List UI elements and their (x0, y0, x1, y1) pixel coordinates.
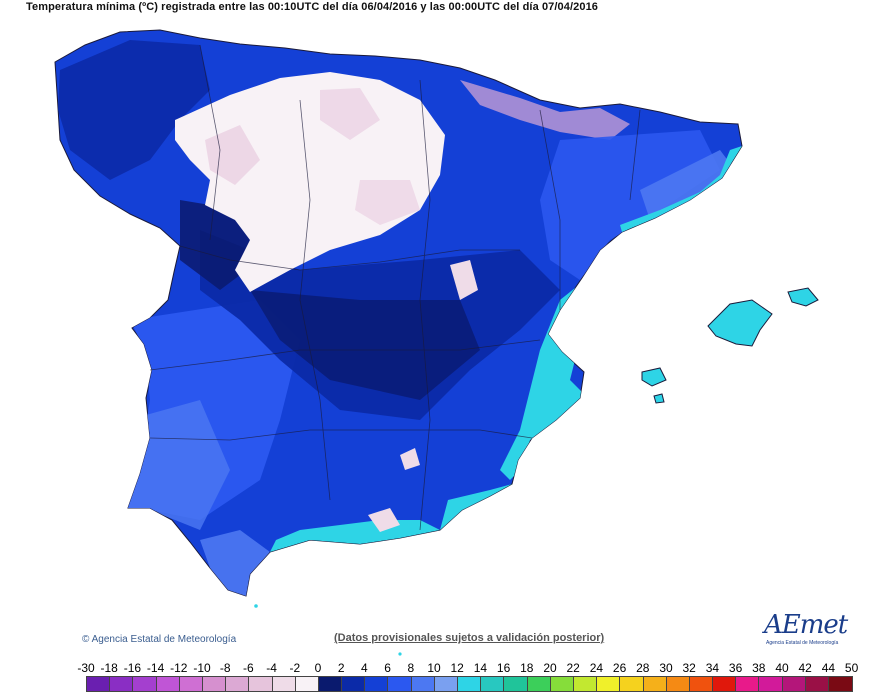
disclaimer-text: (Datos provisionales sujetos a validació… (334, 632, 605, 644)
legend-label: 10 (427, 661, 441, 675)
legend-color-scale (86, 676, 854, 692)
legend-label: 18 (520, 661, 534, 675)
legend-label: 24 (589, 661, 604, 675)
legend-swatch (736, 677, 760, 691)
legend-label: 26 (612, 661, 627, 675)
legend-label: 12 (450, 661, 464, 675)
legend-swatch (666, 677, 690, 691)
legend-swatch (156, 677, 180, 691)
legend-label: 44 (821, 661, 836, 675)
legend-swatch (597, 677, 621, 691)
ceuta-marker (254, 604, 258, 608)
legend-label: 50 (844, 661, 859, 675)
legend-label: -10 (193, 661, 211, 675)
legend-swatch (759, 677, 783, 691)
copyright-notice: © Agencia Estatal de Meteorología (82, 634, 236, 645)
legend-swatch (481, 677, 505, 691)
legend-swatch (226, 677, 250, 691)
legend-label: -6 (243, 661, 254, 675)
legend-swatch (342, 677, 366, 691)
legend-swatch (620, 677, 644, 691)
legend-swatch (782, 677, 806, 691)
legend-swatch (550, 677, 574, 691)
legend-label: 2 (337, 661, 345, 675)
legend-swatch (249, 677, 273, 691)
legend-label: 0 (314, 661, 322, 675)
legend-label: -30 (77, 661, 95, 675)
legend-label: 32 (682, 661, 696, 675)
legend-label: 28 (636, 661, 650, 675)
legend-label: 36 (728, 661, 743, 675)
legend-label: -2 (289, 661, 301, 675)
alboran-islet (398, 652, 402, 656)
legend-swatch (202, 677, 227, 691)
legend-swatch (527, 677, 551, 691)
legend-label: 42 (798, 661, 812, 675)
legend-label: -12 (170, 661, 188, 675)
aemet-logo: AEmet Agencia Estatal de Meteorología (758, 608, 848, 650)
legend-swatch (87, 677, 111, 691)
legend-swatch (411, 677, 435, 691)
legend-label: 40 (775, 661, 789, 675)
mainland-spain (54, 29, 743, 597)
legend-swatch (272, 677, 296, 691)
legend-swatch (179, 677, 203, 691)
legend-label: 8 (407, 661, 415, 675)
legend-label: 22 (566, 661, 580, 675)
copyright-text: Agencia Estatal de Meteorología (91, 634, 237, 645)
legend-labels: -30 -18 -16 -14 -12 -10 -8 -6 -4 -2 0 2 4 6 8 10 12 14 16 1… (77, 661, 868, 675)
legend-swatch (805, 677, 829, 691)
legend-label: -8 (219, 661, 231, 675)
legend-swatch (388, 677, 412, 691)
legend-swatch (689, 677, 714, 691)
legend-label: 4 (361, 661, 368, 675)
legend-label: 38 (752, 661, 766, 675)
legend-swatch (829, 677, 853, 691)
legend-swatch (713, 677, 737, 691)
legend-swatch (133, 677, 157, 691)
legend-label: -14 (146, 661, 165, 675)
copyright-icon: © (82, 634, 90, 645)
legend-label: -18 (100, 661, 118, 675)
legend-swatch (643, 677, 667, 691)
legend-label: -4 (266, 661, 277, 675)
legend-swatch (110, 677, 134, 691)
legend-swatch (504, 677, 528, 691)
map-title: Temperatura mínima (ºC) registrada entre… (26, 1, 599, 13)
legend-swatch (458, 677, 482, 691)
legend-label: 16 (496, 661, 511, 675)
legend-swatch (365, 677, 389, 691)
legend-label: 14 (473, 661, 488, 675)
legend-label: -16 (123, 661, 142, 675)
logo-text: AEmet (764, 610, 848, 640)
legend-swatch (295, 677, 319, 691)
balearic-islands (641, 287, 819, 404)
legend-swatch (318, 677, 343, 691)
legend-swatch (573, 677, 598, 691)
legend-label: 20 (543, 661, 557, 675)
logo-subtitle: Agencia Estatal de Meteorología (766, 640, 839, 646)
legend-label: 30 (659, 661, 673, 675)
legend-swatch (434, 677, 458, 691)
legend-label: 6 (384, 661, 391, 675)
legend-label: 34 (705, 661, 720, 675)
